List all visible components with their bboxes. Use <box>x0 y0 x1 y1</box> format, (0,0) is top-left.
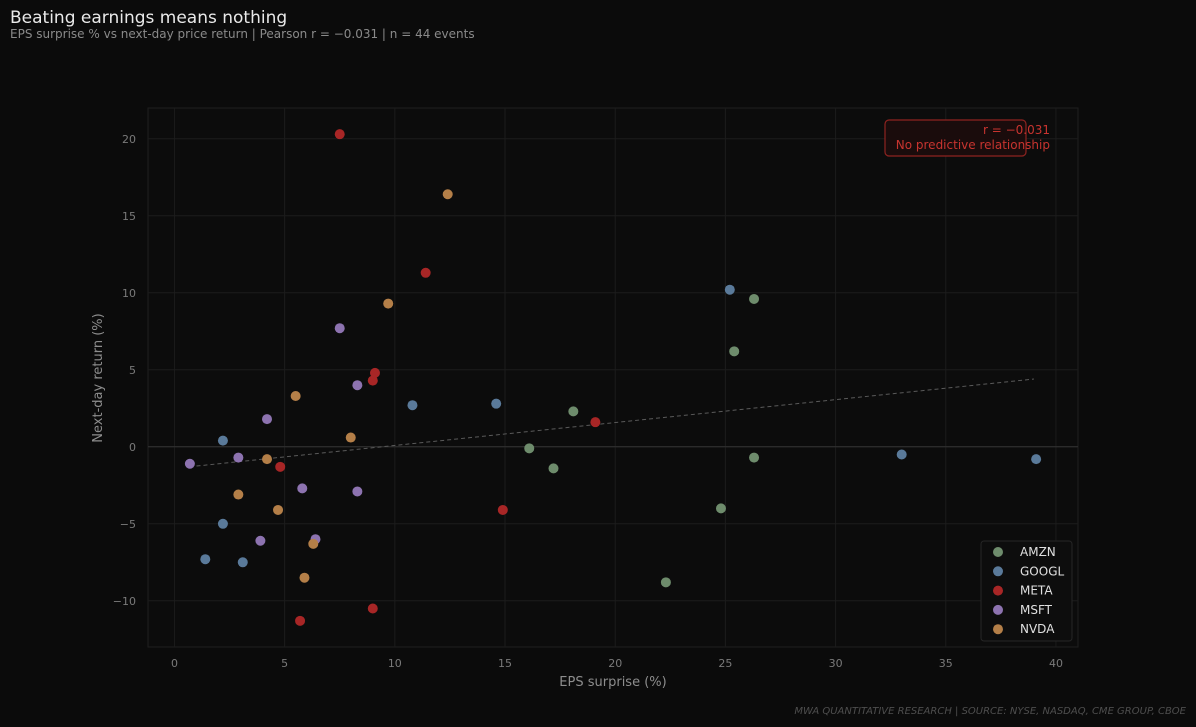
y-tick-labels: −10 −5 0 5 10 15 20 <box>113 133 136 608</box>
point-nvda-1 <box>262 454 273 465</box>
point-meta-3 <box>367 375 378 386</box>
plot-area <box>147 107 1079 648</box>
x-tick-label-2: 10 <box>388 657 402 670</box>
x-tick-label-1: 5 <box>281 657 288 670</box>
point-nvda-3 <box>290 390 301 401</box>
legend-marker-meta <box>993 585 1003 596</box>
point-amzn-3 <box>660 577 671 588</box>
legend: AMZN GOOGL META MSFT NVDA <box>980 540 1073 642</box>
series-nvda <box>233 189 453 583</box>
y-tick-label-3: 5 <box>129 364 136 377</box>
point-googl-4 <box>407 400 418 411</box>
point-googl-2 <box>217 435 228 446</box>
legend-marker-nvda <box>993 624 1003 635</box>
point-googl-0 <box>200 554 211 565</box>
point-msft-7 <box>352 380 363 391</box>
point-googl-5 <box>491 398 502 409</box>
point-nvda-2 <box>273 504 284 515</box>
data-points <box>184 129 1042 626</box>
y-tick-label-5: 15 <box>122 210 136 223</box>
y-tick-label-1: −5 <box>120 518 136 531</box>
legend-marker-amzn <box>993 547 1003 557</box>
point-googl-1 <box>217 518 228 529</box>
point-nvda-6 <box>345 432 356 443</box>
point-meta-1 <box>295 615 306 626</box>
x-tick-label-0: 0 <box>171 657 178 670</box>
point-amzn-2 <box>568 406 579 417</box>
point-msft-6 <box>334 323 345 334</box>
x-tick-label-8: 40 <box>1049 657 1063 670</box>
series-amzn <box>524 293 760 588</box>
point-amzn-4 <box>715 503 726 514</box>
point-msft-0 <box>184 458 195 469</box>
legend-marker-msft <box>993 604 1003 615</box>
x-tick-label-3: 15 <box>498 657 512 670</box>
point-meta-4 <box>369 367 380 378</box>
point-amzn-0 <box>524 443 535 454</box>
point-msft-2 <box>255 535 266 546</box>
annotation-line-1: r = −0.031 <box>983 123 1050 137</box>
chart-subtitle: EPS surprise % vs next-day price return … <box>10 27 475 41</box>
point-amzn-6 <box>749 293 760 304</box>
y-tick-label-4: 10 <box>122 287 136 300</box>
legend-label-meta: META <box>1020 584 1053 598</box>
point-amzn-7 <box>749 452 760 463</box>
point-nvda-0 <box>233 489 244 500</box>
point-msft-3 <box>262 414 273 425</box>
series-msft <box>184 323 363 546</box>
point-nvda-5 <box>308 538 319 549</box>
point-meta-6 <box>420 267 431 278</box>
series-googl <box>200 284 1042 568</box>
legend-frame <box>980 540 1073 642</box>
point-googl-3 <box>237 557 248 568</box>
point-nvda-4 <box>299 572 310 583</box>
chart-title: Beating earnings means nothing <box>10 8 288 28</box>
point-meta-8 <box>590 417 601 428</box>
point-amzn-1 <box>548 463 559 474</box>
legend-label-msft: MSFT <box>1020 603 1053 617</box>
point-googl-7 <box>896 449 907 460</box>
point-meta-2 <box>334 129 345 140</box>
trend-line <box>196 378 1034 467</box>
x-tick-labels: 0 5 10 15 20 25 30 35 40 <box>171 657 1063 670</box>
x-tick-label-6: 30 <box>829 657 843 670</box>
y-tick-label-6: 20 <box>122 133 136 146</box>
point-googl-8 <box>1031 454 1042 465</box>
point-amzn-5 <box>729 346 740 357</box>
x-tick-label-5: 25 <box>718 657 732 670</box>
x-axis-label: EPS surprise (%) <box>559 675 666 690</box>
point-msft-4 <box>297 483 308 494</box>
point-msft-8 <box>352 486 363 497</box>
legend-label-googl: GOOGL <box>1020 564 1064 578</box>
point-nvda-7 <box>383 298 394 309</box>
y-tick-label-2: 0 <box>129 441 136 454</box>
legend-marker-googl <box>993 566 1003 577</box>
source-footer: MWA QUANTITATIVE RESEARCH | SOURCE: NYSE… <box>794 706 1186 717</box>
x-tick-label-4: 20 <box>608 657 622 670</box>
point-nvda-8 <box>442 189 453 200</box>
point-meta-5 <box>367 603 378 614</box>
x-tick-label-7: 35 <box>939 657 953 670</box>
point-meta-0 <box>275 461 286 472</box>
point-googl-6 <box>724 284 735 295</box>
y-tick-label-0: −10 <box>113 595 136 608</box>
series-meta <box>275 129 601 626</box>
legend-label-nvda: NVDA <box>1020 622 1055 636</box>
annotation-box: r = −0.031 No predictive relationship <box>884 119 1050 157</box>
annotation-line-2: No predictive relationship <box>896 138 1050 152</box>
y-axis-label: Next-day return (%) <box>91 313 106 442</box>
legend-label-amzn: AMZN <box>1020 545 1056 559</box>
trendline-segment <box>196 378 1034 467</box>
point-msft-1 <box>233 452 244 463</box>
point-meta-7 <box>497 504 508 515</box>
grid <box>148 108 1078 647</box>
